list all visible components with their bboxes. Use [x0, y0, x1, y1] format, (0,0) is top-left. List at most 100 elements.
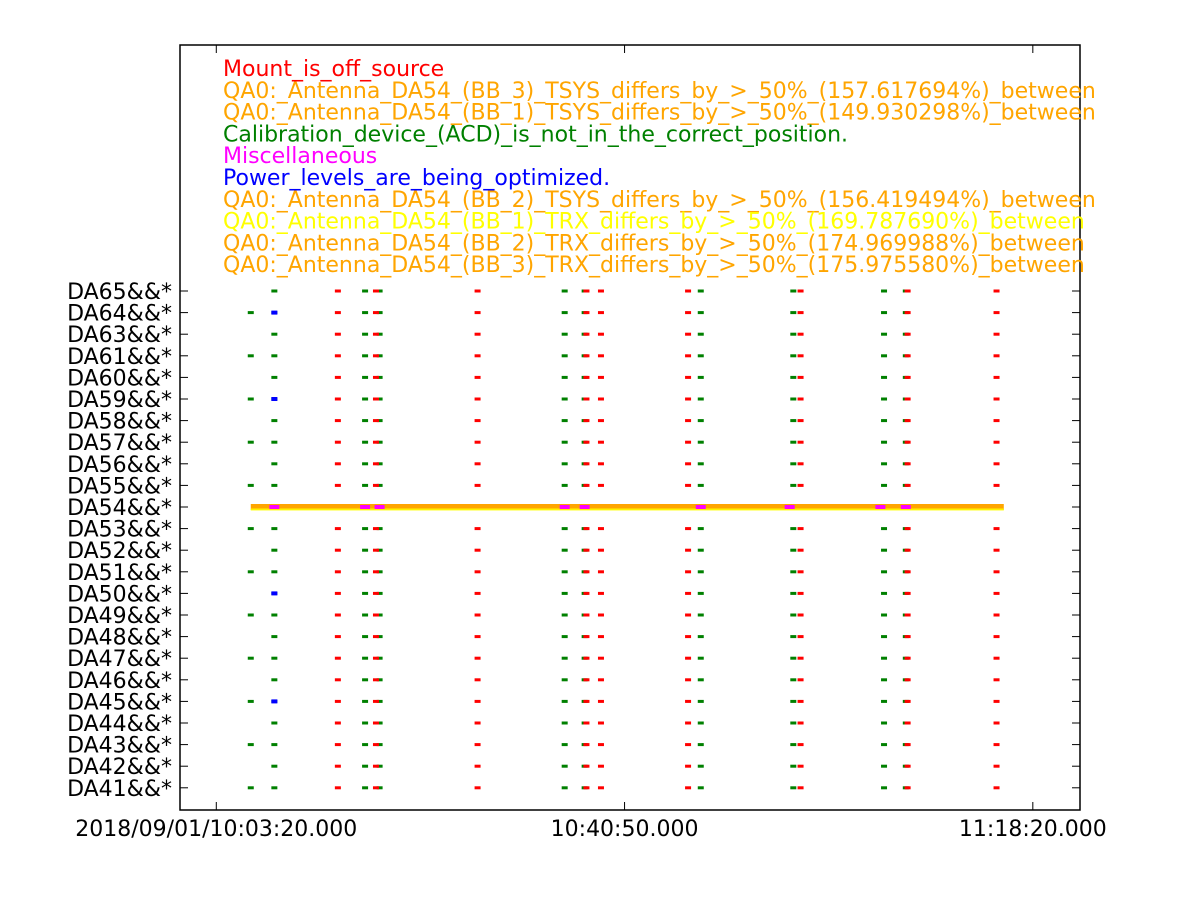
flag-mark	[597, 635, 604, 639]
flag-mark	[583, 483, 590, 487]
flag-mark	[474, 332, 481, 336]
flag-mark	[904, 289, 911, 293]
flag-mark	[362, 354, 369, 358]
flag-mark	[362, 699, 369, 703]
x-axis-tick-labels: 2018/09/01/10:03:20.000 10:40:50.000 11:18…	[75, 817, 1106, 842]
flag-mark	[362, 375, 369, 379]
flag-mark	[904, 678, 911, 682]
flag-mark	[697, 786, 704, 790]
flag-mark	[271, 764, 278, 768]
flag-mark	[685, 332, 692, 336]
flag-mark	[583, 613, 590, 617]
y-tick-label: DA41&&*	[67, 777, 172, 802]
flag-mark	[376, 699, 383, 703]
flag-mark	[334, 483, 341, 487]
flag-mark	[697, 635, 704, 639]
flag-mark	[474, 678, 481, 682]
flag-mark	[790, 527, 797, 531]
flag-mark	[583, 527, 590, 531]
flag-mark	[881, 289, 888, 293]
flag-mark	[474, 721, 481, 725]
flag-mark	[271, 332, 278, 336]
flag-mark	[362, 786, 369, 790]
flag-mark	[376, 743, 383, 747]
flag-mark	[697, 397, 704, 401]
flag-point	[271, 310, 278, 315]
flag-mark	[904, 527, 911, 531]
flag-mark	[247, 743, 254, 747]
flag-mark	[697, 332, 704, 336]
flag-mark	[685, 613, 692, 617]
flag-mark	[474, 289, 481, 293]
flag-mark	[685, 656, 692, 660]
flag-mark	[474, 764, 481, 768]
flag-mark	[797, 527, 804, 531]
flag-mark	[247, 397, 254, 401]
flag-mark	[697, 699, 704, 703]
flag-mark	[561, 764, 568, 768]
flag-bar-yellow	[250, 508, 1004, 511]
flag-mark	[561, 548, 568, 552]
flag-mark	[685, 440, 692, 444]
flag-mark	[797, 397, 804, 401]
flag-mark	[790, 311, 797, 315]
legend-entry: QA0:_Antenna_DA54_(BB_3)_TRX_differs_by_…	[223, 253, 1085, 278]
flag-bar-orange	[250, 504, 1004, 510]
flag-mark	[685, 375, 692, 379]
flag-mark	[790, 462, 797, 466]
flag-mark	[334, 656, 341, 660]
flag-mark	[372, 419, 379, 423]
flag-mark	[376, 332, 383, 336]
flag-mark	[790, 786, 797, 790]
flag-mark	[474, 462, 481, 466]
y-tick-label: DA52&&*	[67, 539, 172, 564]
flag-mark	[797, 786, 804, 790]
flag-mark	[334, 375, 341, 379]
y-tick-label: DA51&&*	[67, 561, 172, 586]
flag-mark	[561, 743, 568, 747]
flag-mark	[247, 656, 254, 660]
flag-mark	[993, 527, 1000, 531]
x-tick-label: 10:40:50.000	[551, 817, 699, 842]
flag-mark	[993, 635, 1000, 639]
flag-mark	[904, 354, 911, 358]
flag-mark	[376, 613, 383, 617]
flag-mark	[561, 613, 568, 617]
flag-mark	[685, 591, 692, 595]
y-tick-label: DA58&&*	[67, 410, 172, 435]
flag-mark	[697, 570, 704, 574]
flag-mark	[474, 397, 481, 401]
flag-mark	[993, 786, 1000, 790]
flag-mark	[993, 656, 1000, 660]
flag-mark	[904, 613, 911, 617]
flag-mark	[561, 721, 568, 725]
flag-mark	[797, 743, 804, 747]
flag-mark	[697, 375, 704, 379]
flag-mark	[376, 483, 383, 487]
flag-mark	[372, 786, 379, 790]
flag-mark	[372, 570, 379, 574]
flag-mark	[993, 613, 1000, 617]
flag-mark	[993, 764, 1000, 768]
flag-mark	[993, 375, 1000, 379]
flag-mark	[247, 527, 254, 531]
flag-mark	[372, 440, 379, 444]
flag-mark	[790, 613, 797, 617]
flag-mark	[697, 743, 704, 747]
flag-mark	[904, 591, 911, 595]
flag-mark	[597, 332, 604, 336]
flag-mark	[376, 570, 383, 574]
flag-mark	[881, 375, 888, 379]
flag-mark	[362, 656, 369, 660]
flag-mark	[685, 527, 692, 531]
flag-mark	[271, 483, 278, 487]
flag-mark	[583, 721, 590, 725]
flag-mark	[362, 440, 369, 444]
flag-mark	[583, 635, 590, 639]
flag-mark	[685, 548, 692, 552]
flag-mark	[362, 613, 369, 617]
flag-mark	[597, 440, 604, 444]
flag-point	[271, 397, 278, 401]
flag-mark	[362, 764, 369, 768]
flag-mark	[334, 354, 341, 358]
